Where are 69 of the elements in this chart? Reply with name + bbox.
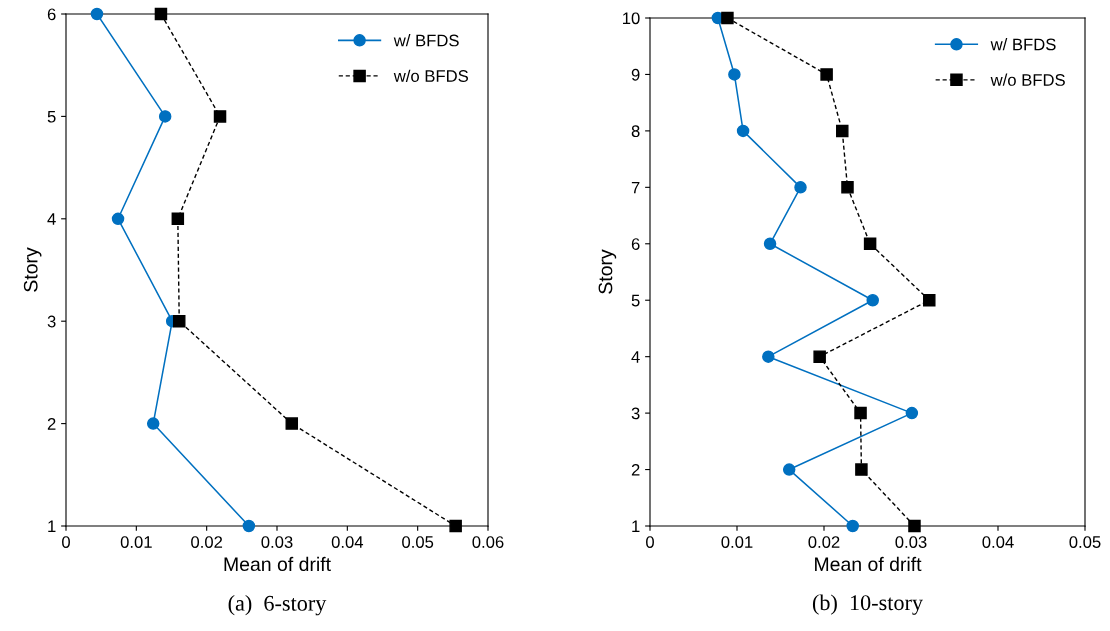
point	[863, 237, 877, 251]
y-tick-label: 6	[47, 8, 56, 21]
x-tick-label: 0	[62, 536, 70, 548]
x-tick-label: 0.01	[120, 536, 152, 548]
legend-label: w/ BFDS	[990, 38, 1056, 51]
y-tick-label: 3	[631, 407, 640, 420]
point	[855, 463, 868, 476]
text: (b) 10-story	[812, 594, 923, 615]
x-tick-label: 0.05	[1069, 536, 1101, 548]
y-tick-label: 2	[47, 418, 56, 430]
y-tick-label: 4	[631, 351, 640, 363]
x-tick-label: 0.01	[721, 536, 753, 548]
point	[90, 7, 104, 21]
point	[763, 237, 777, 251]
point	[111, 212, 125, 226]
point	[172, 314, 186, 328]
point	[923, 293, 936, 307]
x-tick-label: 0.02	[191, 536, 223, 548]
point	[854, 406, 867, 420]
point	[171, 212, 185, 226]
y-tick-label: 4	[47, 213, 56, 225]
x-tick-label: 0.03	[895, 536, 927, 548]
point	[285, 417, 299, 430]
legend-label: w/o BFDS	[990, 73, 1065, 86]
point	[908, 519, 921, 533]
point	[813, 350, 826, 363]
x-tick-label: 0.04	[331, 536, 364, 548]
point	[866, 293, 879, 307]
x-tick-label: 0.05	[402, 536, 434, 548]
x-tick-label: 0	[646, 536, 654, 548]
point	[836, 124, 849, 138]
x-tick-label: 0.06	[472, 536, 504, 548]
point	[146, 417, 160, 430]
text: (a) 6-story	[228, 595, 327, 616]
point	[158, 110, 172, 123]
y-axis-title: Story	[23, 247, 42, 292]
y-tick-label: 2	[631, 463, 640, 476]
point	[213, 110, 227, 123]
point	[794, 181, 807, 194]
y-tick-label: 1	[632, 520, 640, 533]
point	[820, 68, 833, 81]
legend-label: w/o BFDS	[393, 69, 469, 82]
point	[449, 519, 462, 533]
y-tick-label: 5	[47, 110, 56, 123]
x-tick-label: 0.03	[261, 536, 293, 548]
y-tick-label: 5	[631, 294, 640, 307]
y-axis-title: Story	[598, 249, 617, 294]
y-tick-label: 3	[47, 315, 56, 328]
point	[736, 124, 750, 138]
y-tick-label: 10	[623, 12, 640, 25]
point	[841, 181, 854, 194]
x-tick-label: 0.04	[982, 536, 1014, 548]
x-axis-title: Mean of drift	[224, 556, 331, 572]
y-tick-label: 1	[48, 520, 56, 533]
y-tick-label: 7	[631, 181, 640, 194]
point	[721, 11, 734, 25]
point	[905, 406, 919, 420]
legend-label: w/ BFDS	[393, 34, 459, 47]
point	[846, 519, 859, 533]
point	[242, 519, 256, 533]
y-tick-label: 6	[631, 238, 640, 250]
point	[154, 7, 168, 21]
y-tick-label: 9	[631, 68, 640, 81]
point	[728, 68, 741, 81]
point	[762, 350, 775, 363]
x-tick-label: 0.02	[808, 536, 840, 548]
x-axis-title: Mean of drift	[815, 556, 922, 572]
y-tick-label: 8	[631, 125, 640, 138]
point	[782, 463, 796, 476]
